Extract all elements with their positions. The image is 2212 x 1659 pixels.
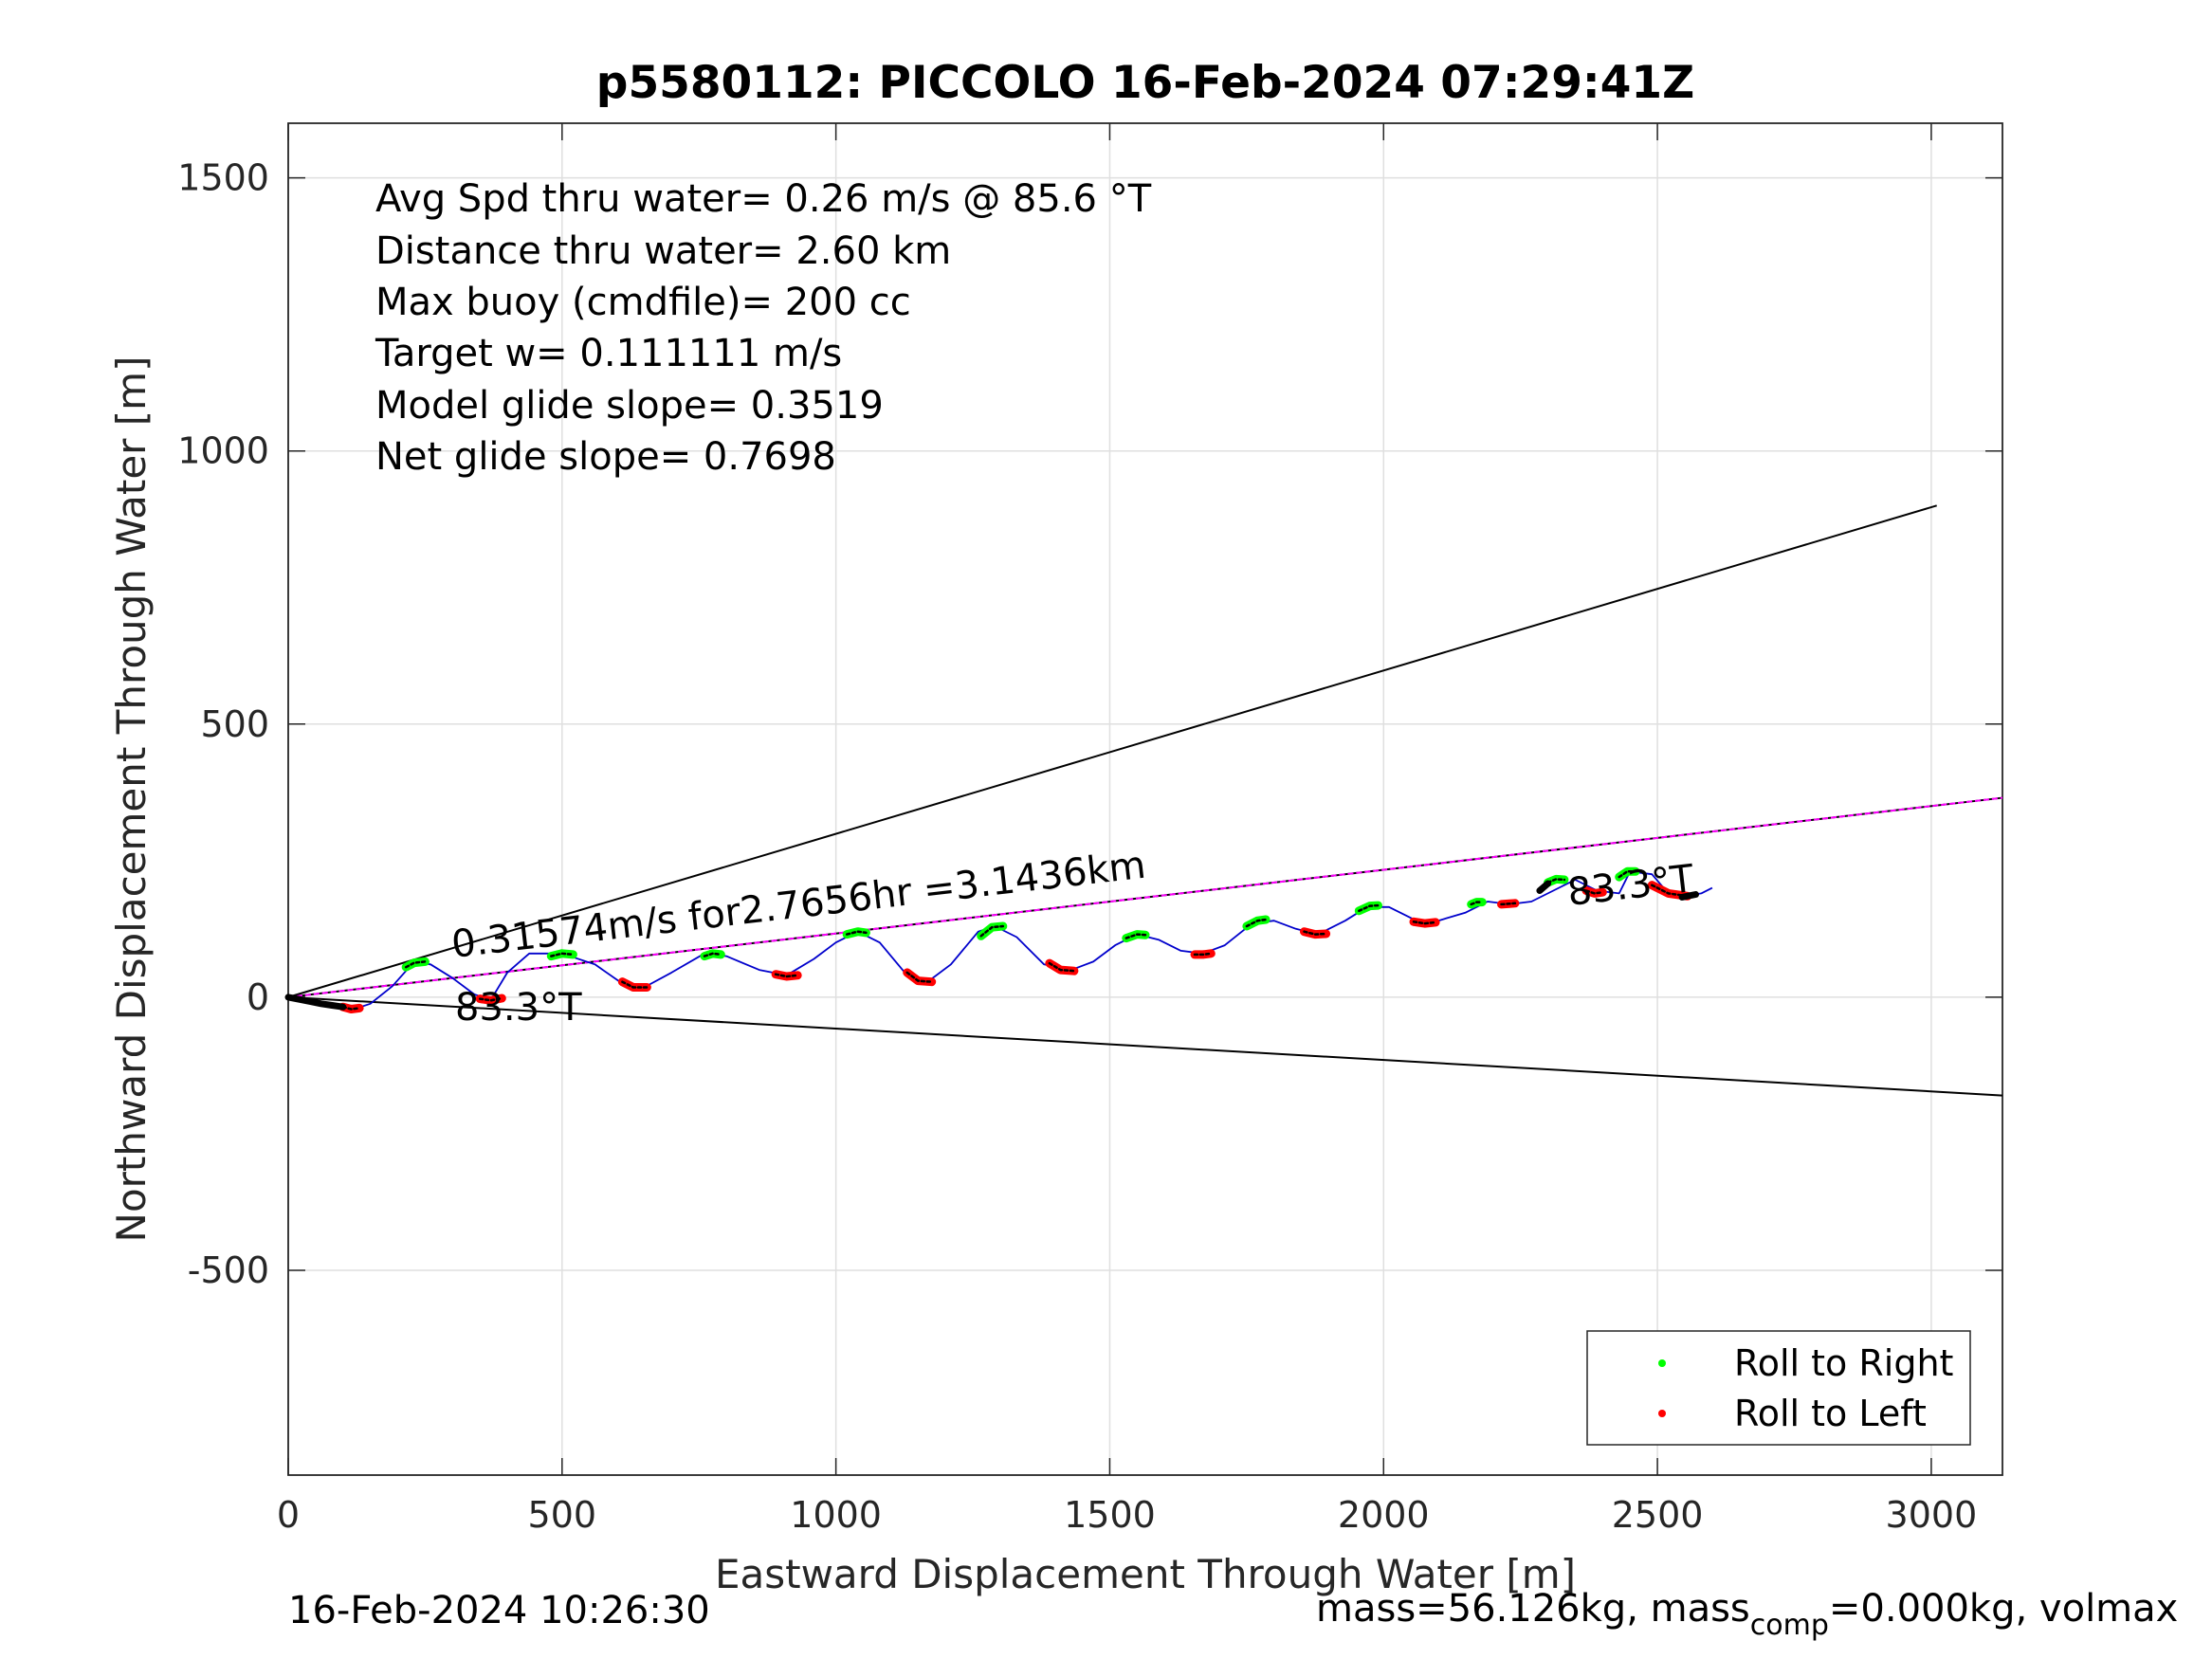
footer-timestamp: 16-Feb-2024 10:26:30 — [288, 1589, 710, 1632]
axes-background — [288, 123, 2002, 1475]
y-tick-label-3: 1000 — [177, 430, 269, 472]
roll-left-core-2 — [621, 980, 649, 989]
roll-right-core-3 — [845, 930, 868, 936]
reference-line-1 — [287, 995, 2003, 1097]
roll-left-core-6 — [1193, 952, 1213, 957]
legend: Roll to Right Roll to Left — [1586, 1330, 1971, 1446]
roll-right-core-7 — [1358, 903, 1380, 913]
roll-right-core-1 — [550, 952, 575, 957]
y-tick-label-4: 1500 — [177, 157, 269, 199]
roll-left-core-10 — [1584, 889, 1604, 895]
legend-marker-roll-left — [1658, 1410, 1666, 1417]
x-tick-label-6: 3000 — [1886, 1494, 1978, 1536]
legend-box — [1586, 1330, 1971, 1446]
legend-label-roll-left: Roll to Left — [1734, 1393, 1927, 1434]
grid-lines — [287, 123, 2002, 1475]
x-tick-label-3: 1500 — [1064, 1494, 1156, 1536]
reference-lines — [287, 504, 2003, 1097]
info-line-target-w: Target w= 0.111111 m/s — [375, 332, 842, 375]
x-tick-label-2: 1000 — [790, 1494, 882, 1536]
roll-right-core-9 — [1546, 878, 1566, 884]
x-axis-label: Eastward Displacement Through Water [m] — [715, 1551, 1576, 1597]
x-tick-label-4: 2000 — [1338, 1494, 1430, 1536]
reference-line-0 — [287, 504, 1937, 998]
legend-marker-roll-right — [1658, 1359, 1666, 1367]
roll-right-core-2 — [703, 952, 722, 957]
roll-left-core-3 — [774, 973, 799, 978]
legend-label-roll-right: Roll to Right — [1734, 1342, 1953, 1384]
roll-left-core-5 — [1048, 961, 1076, 973]
y-tick-labels: -500 0 500 1000 1500 — [177, 157, 269, 1291]
x-tick-label-0: 0 — [277, 1494, 300, 1536]
roll-left-core-1 — [478, 996, 503, 1002]
roll-right-core-8 — [1470, 901, 1484, 906]
x-tick-label-1: 500 — [528, 1494, 597, 1536]
roll-right-core-5 — [1124, 933, 1147, 939]
x-tick-label-5: 2500 — [1612, 1494, 1704, 1536]
roll-left-core-4 — [905, 971, 933, 983]
info-line-net-glide: Net glide slope= 0.7698 — [375, 435, 836, 479]
footer-mass-subscript: comp — [1750, 1609, 1829, 1642]
roll-left-core-9 — [1500, 902, 1517, 906]
plot-area: 0 500 1000 1500 2000 2500 3000 -500 0 500 1000 150… — [177, 122, 2003, 1536]
roll-right-core-4 — [979, 924, 1005, 938]
y-tick-label-1: 0 — [247, 976, 269, 1018]
axes-frame — [287, 122, 2003, 1476]
heading-annotation-start: 83.3°T — [455, 986, 582, 1030]
footer-mass-text: mass=56.126kg, mass — [1316, 1587, 1750, 1631]
y-axis-label: Northward Displacement Through Water [m] — [108, 356, 155, 1243]
roll-left-core-8 — [1412, 921, 1437, 925]
y-tick-label-0: -500 — [188, 1249, 269, 1291]
footer-mass-text-2: =0.000kg, volmax — [1829, 1587, 2178, 1631]
chart-title: p5580112: PICCOLO 16-Feb-2024 07:29:41Z — [596, 57, 1694, 109]
surface-segment-1 — [1536, 880, 1552, 894]
reference-line-3 — [287, 796, 2003, 998]
info-text-block: Avg Spd thru water= 0.26 m/s @ 85.6 °T D… — [375, 177, 1152, 479]
roll-markers — [284, 866, 1699, 1013]
info-line-max-buoy: Max buoy (cmdfile)= 200 cc — [375, 281, 911, 324]
axes-box — [287, 122, 2003, 1476]
x-tick-labels: 0 500 1000 1500 2000 2500 3000 — [277, 1494, 1977, 1536]
surface-segment-0 — [284, 994, 347, 1011]
footer-mass-info: mass=56.126kg, masscomp=0.000kg, volmax — [1316, 1587, 2178, 1642]
y-tick-label-2: 500 — [200, 703, 269, 745]
roll-right-core-10 — [1618, 870, 1637, 879]
roll-left-core-7 — [1303, 930, 1327, 936]
info-line-avg-speed: Avg Spd thru water= 0.26 m/s @ 85.6 °T — [375, 177, 1152, 221]
info-line-model-glide: Model glide slope= 0.3519 — [375, 384, 884, 428]
roll-right-core-0 — [404, 960, 427, 969]
roll-right-core-6 — [1245, 918, 1268, 928]
info-line-distance: Distance thru water= 2.60 km — [375, 229, 951, 273]
surface-segment-2 — [1678, 891, 1699, 901]
